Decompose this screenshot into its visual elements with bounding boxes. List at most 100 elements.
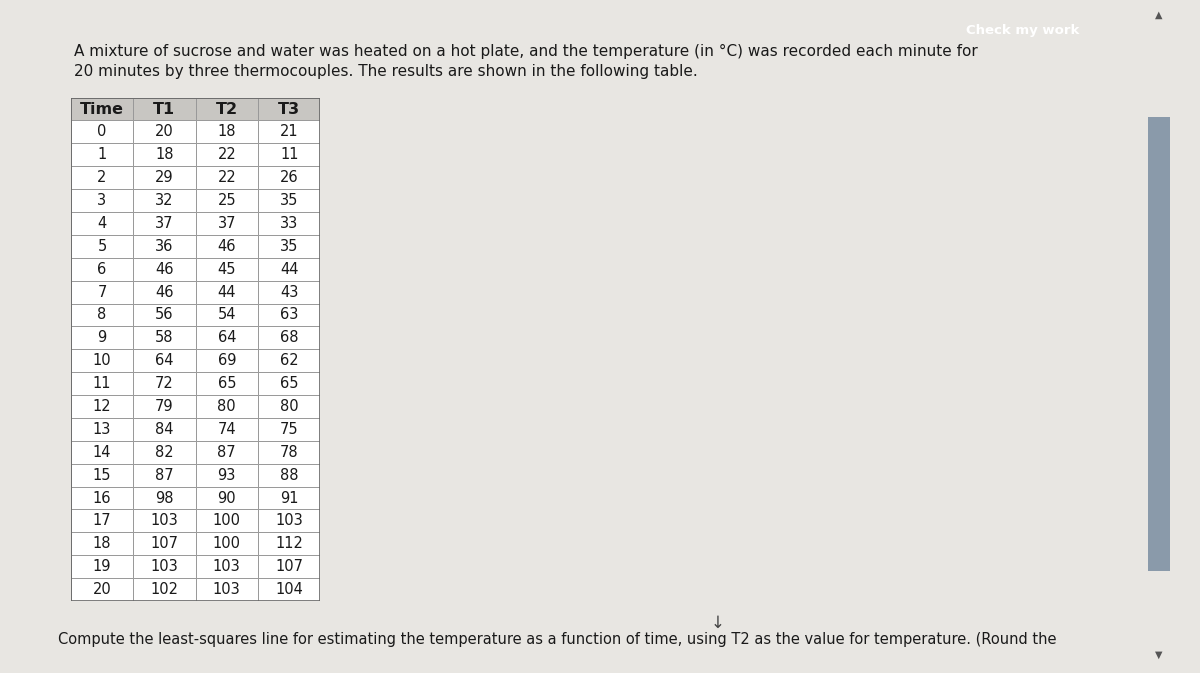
Bar bbox=[258, 143, 320, 166]
Bar bbox=[133, 258, 196, 281]
Text: 8: 8 bbox=[97, 308, 107, 322]
Text: 46: 46 bbox=[155, 285, 174, 299]
Text: 103: 103 bbox=[212, 582, 241, 597]
Bar bbox=[133, 166, 196, 189]
Text: 56: 56 bbox=[155, 308, 174, 322]
Bar bbox=[71, 166, 133, 189]
Text: 100: 100 bbox=[212, 513, 241, 528]
Bar bbox=[71, 304, 133, 326]
Bar bbox=[133, 418, 196, 441]
Text: 18: 18 bbox=[92, 536, 112, 551]
Text: 18: 18 bbox=[217, 125, 236, 139]
Bar bbox=[133, 532, 196, 555]
Text: 17: 17 bbox=[92, 513, 112, 528]
Bar bbox=[133, 509, 196, 532]
Bar bbox=[258, 578, 320, 601]
Text: 107: 107 bbox=[150, 536, 179, 551]
Text: 112: 112 bbox=[275, 536, 304, 551]
Bar bbox=[258, 349, 320, 372]
Text: 35: 35 bbox=[280, 193, 299, 208]
Bar bbox=[258, 98, 320, 120]
Text: ↓: ↓ bbox=[710, 614, 725, 631]
Bar bbox=[71, 441, 133, 464]
Bar bbox=[258, 441, 320, 464]
Text: 20: 20 bbox=[155, 125, 174, 139]
Bar bbox=[71, 532, 133, 555]
Bar bbox=[258, 418, 320, 441]
Bar bbox=[133, 372, 196, 395]
Bar bbox=[258, 555, 320, 578]
Text: Check my work: Check my work bbox=[966, 24, 1079, 38]
Bar bbox=[258, 166, 320, 189]
Text: 20: 20 bbox=[92, 582, 112, 597]
Text: 88: 88 bbox=[280, 468, 299, 483]
Text: 74: 74 bbox=[217, 422, 236, 437]
Bar bbox=[71, 487, 133, 509]
Text: ▼: ▼ bbox=[1156, 649, 1163, 660]
Bar bbox=[196, 418, 258, 441]
Bar bbox=[196, 509, 258, 532]
Bar bbox=[71, 326, 133, 349]
Text: 35: 35 bbox=[280, 239, 299, 254]
Text: 37: 37 bbox=[155, 216, 174, 231]
Text: 12: 12 bbox=[92, 399, 112, 414]
Bar bbox=[133, 212, 196, 235]
Bar bbox=[258, 304, 320, 326]
Text: 9: 9 bbox=[97, 330, 107, 345]
Bar bbox=[71, 258, 133, 281]
Text: 11: 11 bbox=[280, 147, 299, 162]
Bar bbox=[196, 464, 258, 487]
Bar bbox=[133, 189, 196, 212]
Text: 44: 44 bbox=[217, 285, 236, 299]
Text: 54: 54 bbox=[217, 308, 236, 322]
Bar bbox=[196, 98, 258, 120]
Bar bbox=[71, 120, 133, 143]
Text: 80: 80 bbox=[280, 399, 299, 414]
Text: 79: 79 bbox=[155, 399, 174, 414]
Bar bbox=[196, 372, 258, 395]
Bar bbox=[258, 464, 320, 487]
Text: 10: 10 bbox=[92, 353, 112, 368]
Bar bbox=[71, 578, 133, 601]
Text: 90: 90 bbox=[217, 491, 236, 505]
Text: 107: 107 bbox=[275, 559, 304, 574]
Text: 45: 45 bbox=[217, 262, 236, 277]
Bar bbox=[71, 212, 133, 235]
Text: 104: 104 bbox=[275, 582, 304, 597]
Text: 102: 102 bbox=[150, 582, 179, 597]
Text: A mixture of sucrose and water was heated on a hot plate, and the temperature (i: A mixture of sucrose and water was heate… bbox=[74, 44, 978, 79]
Bar bbox=[258, 235, 320, 258]
Bar bbox=[71, 281, 133, 304]
Text: 69: 69 bbox=[217, 353, 236, 368]
Text: 1: 1 bbox=[97, 147, 107, 162]
Bar bbox=[133, 235, 196, 258]
Bar bbox=[71, 464, 133, 487]
Bar bbox=[133, 578, 196, 601]
Text: 21: 21 bbox=[280, 125, 299, 139]
Text: 91: 91 bbox=[280, 491, 299, 505]
Text: 103: 103 bbox=[150, 559, 179, 574]
Bar bbox=[133, 304, 196, 326]
Bar bbox=[133, 395, 196, 418]
Text: 37: 37 bbox=[217, 216, 236, 231]
Bar bbox=[258, 509, 320, 532]
Bar bbox=[71, 509, 133, 532]
Bar bbox=[133, 349, 196, 372]
Text: 103: 103 bbox=[275, 513, 304, 528]
Text: 103: 103 bbox=[212, 559, 241, 574]
Bar bbox=[196, 441, 258, 464]
Bar bbox=[258, 395, 320, 418]
Text: 46: 46 bbox=[217, 239, 236, 254]
Text: 103: 103 bbox=[150, 513, 179, 528]
Text: 68: 68 bbox=[280, 330, 299, 345]
Bar bbox=[133, 464, 196, 487]
Text: 64: 64 bbox=[155, 353, 174, 368]
Bar bbox=[133, 120, 196, 143]
Bar bbox=[258, 326, 320, 349]
Text: 29: 29 bbox=[155, 170, 174, 185]
Bar bbox=[196, 326, 258, 349]
Text: 65: 65 bbox=[217, 376, 236, 391]
Bar bbox=[71, 189, 133, 212]
Text: 22: 22 bbox=[217, 147, 236, 162]
Bar bbox=[196, 166, 258, 189]
